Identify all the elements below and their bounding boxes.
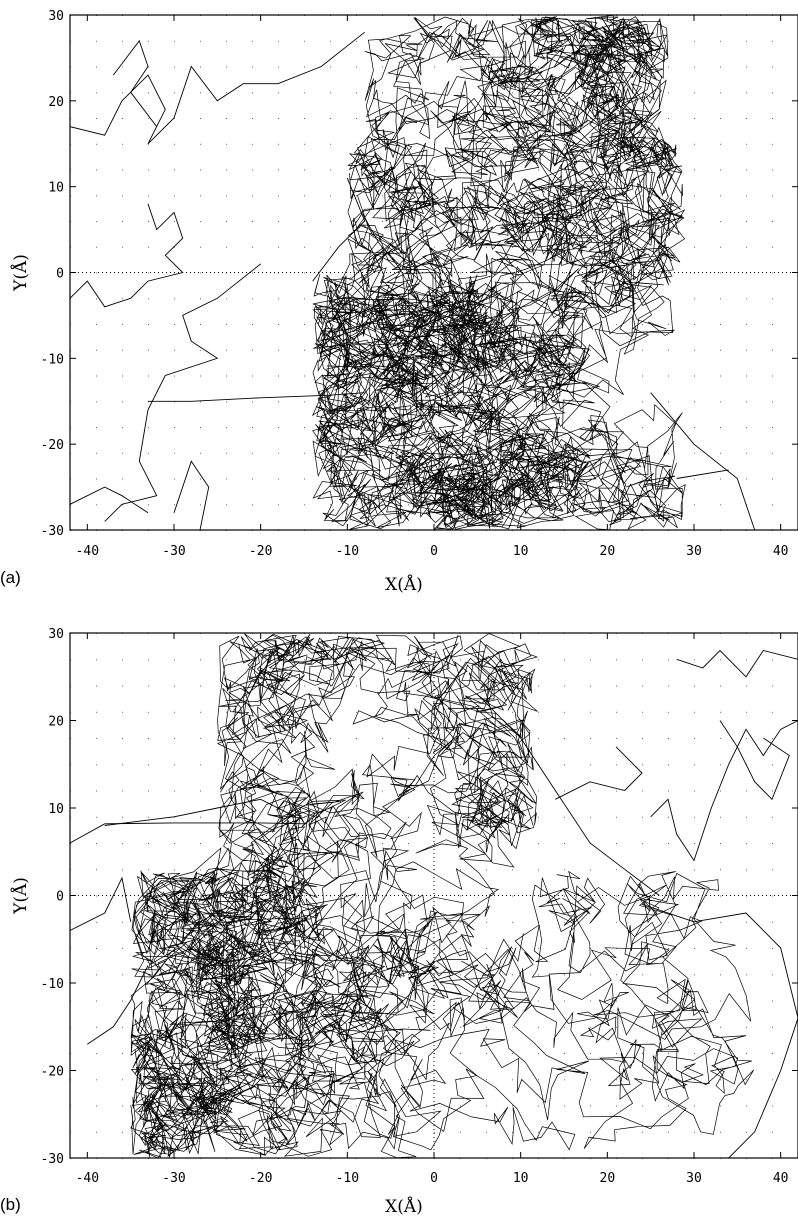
trajectory-segment: [70, 486, 149, 514]
trajectory-segment: [676, 649, 798, 678]
y-tick-label: -20: [41, 1065, 64, 1080]
y-tick-label: 10: [48, 802, 64, 817]
x-axis-label: X(Å): [385, 574, 423, 595]
trajectory-segment: [70, 31, 365, 145]
trajectory-segment: [87, 965, 149, 1045]
y-tick-label: -10: [41, 352, 64, 367]
trajectory-segment: [650, 392, 756, 530]
x-tick-label: 30: [686, 1171, 702, 1186]
x-tick-label: -40: [76, 1171, 99, 1186]
x-tick-label: 20: [600, 544, 616, 559]
y-tick-label: 30: [48, 9, 64, 24]
x-tick-label: -10: [336, 1171, 359, 1186]
y-tick-label: 10: [48, 181, 64, 196]
y-axis-label: Y(Å): [10, 877, 31, 915]
x-tick-label: 40: [773, 1171, 789, 1186]
x-tick-label: 0: [430, 544, 438, 559]
y-tick-label: 20: [48, 715, 64, 730]
y-tick-label: -20: [41, 438, 64, 453]
trajectory-segment: [112, 39, 158, 127]
trajectory-segment: [676, 469, 729, 479]
x-tick-label: 10: [513, 1171, 529, 1186]
trajectory-segment: [650, 720, 798, 862]
trajectory-dense-walk: [311, 15, 686, 530]
trajectory-segment: [104, 263, 261, 522]
y-axis-label: Y(Å): [10, 254, 31, 292]
y-tick-label: 0: [56, 267, 64, 282]
y-tick-label: 0: [56, 890, 64, 905]
x-tick-label: -20: [249, 1171, 272, 1186]
trajectory-segment: [70, 203, 184, 308]
x-tick-label: 30: [686, 544, 702, 559]
panel-b: -40 -30 -20 -10 0 10 20 30 40 30 20 10 0 -10 -20 -30 X(Å…: [0, 627, 798, 1217]
x-tick-label: -20: [249, 544, 272, 559]
trajectory-segment: [641, 903, 798, 1158]
x-tick-label: -30: [162, 1171, 185, 1186]
trajectory-segment: [173, 460, 210, 530]
x-tick-label: 10: [513, 544, 529, 559]
x-tick-label: 20: [600, 1171, 616, 1186]
trajectory-segment: [476, 693, 660, 896]
x-tick-label: 40: [773, 544, 789, 559]
x-tick-label: -40: [76, 544, 99, 559]
trajectory-segment: [70, 876, 132, 931]
panel-a: -40 -30 -20 -10 0 10 20 30 40 30 20 10 0 -10 -20 -30 X(Å…: [0, 9, 798, 595]
y-tick-label: -10: [41, 977, 64, 992]
trajectory: [70, 15, 756, 530]
trajectory-segment: [312, 177, 366, 282]
y-tick-label: 20: [48, 95, 64, 110]
panel-label: (b): [0, 1195, 21, 1214]
x-tick-label: -10: [336, 544, 359, 559]
y-tick-label: -30: [41, 1152, 64, 1167]
y-tick-label: 30: [48, 627, 64, 642]
trajectory-dense-walk: [130, 633, 755, 1158]
trajectory-segment: [719, 720, 790, 801]
y-tick-label: -30: [41, 524, 64, 539]
trajectory: [70, 633, 798, 1158]
trajectory-segment: [104, 798, 296, 826]
x-axis-label: X(Å): [385, 1196, 423, 1217]
trajectory-segment: [70, 822, 305, 844]
x-tick-label: -30: [162, 544, 185, 559]
trajectory-segment: [148, 392, 365, 402]
x-tick-label: 0: [430, 1171, 438, 1186]
panel-label: (a): [0, 568, 21, 587]
trajectory-segment: [555, 746, 643, 800]
